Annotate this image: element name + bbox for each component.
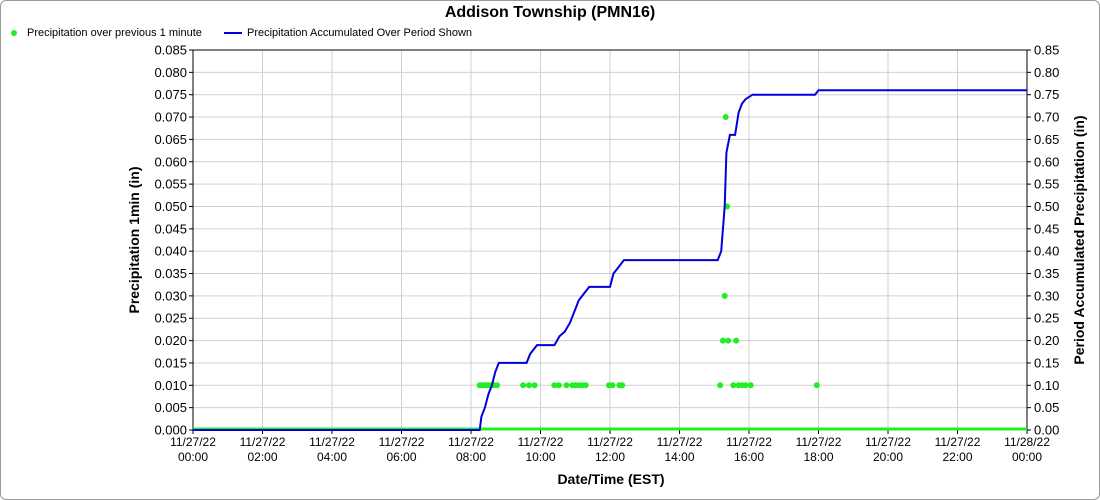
legend-label-accumulated: Precipitation Accumulated Over Period Sh…: [247, 27, 473, 39]
x-tick-label-time: 14:00: [664, 450, 694, 464]
y-left-tick-label: 0.030: [154, 288, 187, 303]
y-left-tick-label: 0.065: [154, 132, 187, 147]
x-tick-label-time: 12:00: [595, 450, 625, 464]
x-tick-label-time: 16:00: [734, 450, 764, 464]
x-tick-label-date: 11/27/22: [518, 435, 564, 449]
scatter-point: [555, 382, 562, 389]
x-tick-label-date: 11/28/22: [1004, 435, 1050, 449]
x-tick-label-time: 08:00: [456, 450, 486, 464]
y-right-tick-label: 0.45: [1034, 221, 1059, 236]
y-right-tick-label: 0.35: [1034, 266, 1059, 281]
y-right-tick-label: 0.65: [1034, 132, 1059, 147]
x-tick-label-time: 04:00: [317, 450, 347, 464]
x-tick-label-time: 00:00: [1012, 450, 1042, 464]
y-right-axis-title: Period Accumulated Precipitation (in): [1071, 115, 1087, 364]
scatter-point: [531, 382, 538, 389]
x-tick-label-date: 11/27/22: [657, 435, 703, 449]
x-tick-label-date: 11/27/22: [796, 435, 842, 449]
y-left-tick-label: 0.040: [154, 244, 187, 259]
x-axis-title: Date/Time (EST): [557, 471, 664, 487]
scatter-point: [619, 382, 626, 389]
y-left-tick-label: 0.020: [154, 333, 187, 348]
scatter-point: [719, 337, 726, 344]
y-right-tick-label: 0.10: [1034, 378, 1059, 393]
y-right-tick-label: 0.30: [1034, 288, 1059, 303]
y-left-axis-title: Precipitation 1min (in): [126, 166, 142, 313]
scatter-point: [520, 382, 527, 389]
scatter-point: [582, 382, 589, 389]
y-right-tick-label: 0.05: [1034, 400, 1059, 415]
y-right-tick-label: 0.60: [1034, 154, 1059, 169]
y-left-tick-label: 0.045: [154, 221, 187, 236]
scatter-point: [551, 382, 558, 389]
x-tick-label-date: 11/27/22: [587, 435, 633, 449]
scatter-point: [717, 382, 724, 389]
y-left-tick-label: 0.050: [154, 199, 187, 214]
scatter-point: [733, 337, 740, 344]
legend-line-marker: [224, 32, 242, 34]
y-left-tick-label: 0.015: [154, 355, 187, 370]
x-tick-label-time: 10:00: [525, 450, 555, 464]
y-left-tick-label: 0.000: [154, 423, 187, 438]
x-tick-label-date: 11/27/22: [865, 435, 911, 449]
x-tick-label-time: 18:00: [803, 450, 833, 464]
x-tick-label-date: 11/27/22: [170, 435, 216, 449]
y-right-tick-label: 0.00: [1034, 423, 1059, 438]
y-right-tick-label: 0.70: [1034, 110, 1059, 125]
scatter-point: [721, 292, 728, 299]
y-right-tick-label: 0.15: [1034, 355, 1059, 370]
scatter-point: [526, 382, 533, 389]
x-tick-label-date: 11/27/22: [309, 435, 355, 449]
y-right-tick-label: 0.55: [1034, 177, 1059, 192]
scatter-point: [722, 114, 729, 121]
y-left-tick-label: 0.080: [154, 65, 187, 80]
scatter-point: [742, 382, 749, 389]
x-tick-label-time: 22:00: [942, 450, 972, 464]
y-left-tick-label: 0.010: [154, 378, 187, 393]
y-left-tick-label: 0.035: [154, 266, 187, 281]
x-tick-label-date: 11/27/22: [448, 435, 494, 449]
y-right-tick-label: 0.40: [1034, 244, 1059, 259]
x-tick-label-date: 11/27/22: [379, 435, 425, 449]
accumulated-line: [193, 89, 1027, 431]
x-tick-label-time: 00:00: [178, 450, 208, 464]
legend-item-1min: Precipitation over previous 1 minute: [8, 27, 202, 39]
scatter-point: [730, 382, 737, 389]
x-tick-label-time: 20:00: [873, 450, 903, 464]
scatter-point: [813, 382, 820, 389]
y-right-tick-label: 0.80: [1034, 65, 1059, 80]
scatter-point: [494, 382, 501, 389]
y-left-tick-label: 0.005: [154, 400, 187, 415]
x-tick-label-date: 11/27/22: [726, 435, 772, 449]
legend-item-accumulated: Precipitation Accumulated Over Period Sh…: [224, 27, 472, 39]
x-tick-label-date: 11/27/22: [935, 435, 981, 449]
y-left-tick-label: 0.085: [154, 43, 187, 58]
scatter-point: [725, 337, 732, 344]
y-right-tick-label: 0.20: [1034, 333, 1059, 348]
y-right-tick-label: 0.75: [1034, 87, 1059, 102]
x-tick-label-time: 06:00: [386, 450, 416, 464]
y-left-tick-label: 0.025: [154, 311, 187, 326]
chart-title: Addison Township (PMN16): [444, 4, 656, 21]
y-right-tick-label: 0.85: [1034, 43, 1059, 58]
x-tick-label-date: 11/27/22: [240, 435, 286, 449]
scatter-point: [563, 382, 570, 389]
y-right-tick-label: 0.25: [1034, 311, 1059, 326]
y-left-tick-label: 0.070: [154, 110, 187, 125]
y-left-tick-label: 0.055: [154, 177, 187, 192]
legend-scatter-marker: [11, 30, 17, 36]
y-right-tick-label: 0.50: [1034, 199, 1059, 214]
scatter-point: [609, 382, 616, 389]
y-left-tick-label: 0.075: [154, 87, 187, 102]
legend-label-1min: Precipitation over previous 1 minute: [27, 27, 202, 39]
y-left-tick-label: 0.060: [154, 154, 187, 169]
x-tick-label-time: 02:00: [247, 450, 277, 464]
scatter-point: [747, 382, 754, 389]
